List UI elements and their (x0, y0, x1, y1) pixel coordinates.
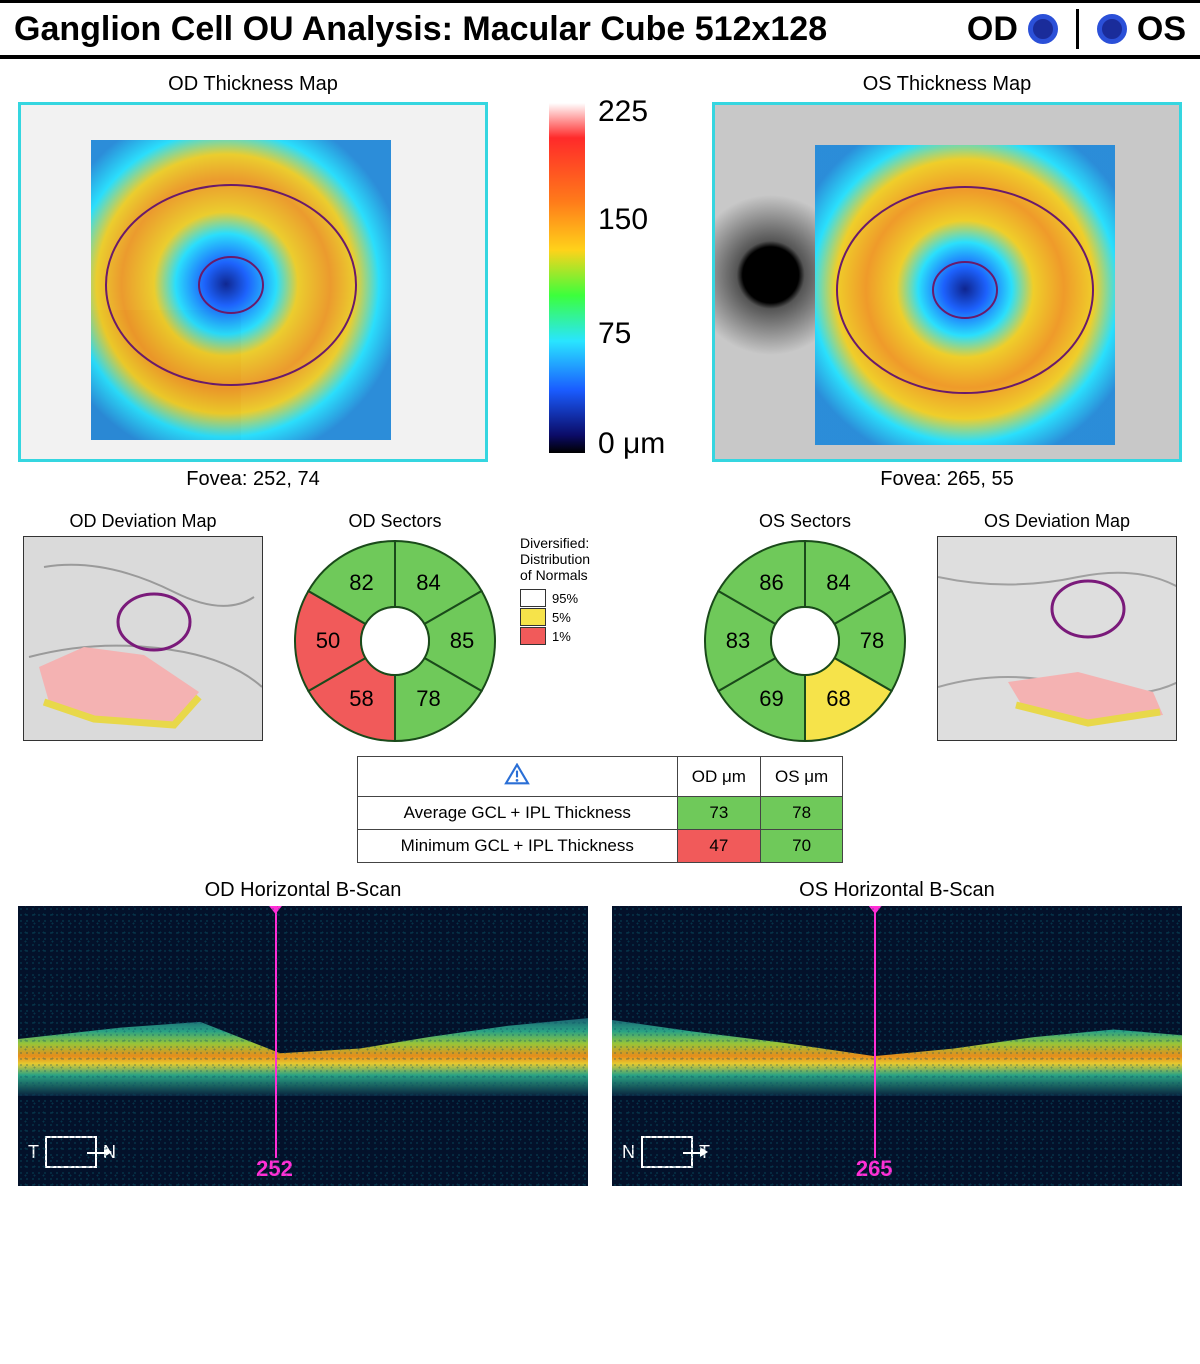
od-bscan-title: OD Horizontal B-Scan (18, 879, 588, 902)
eye-separator (1076, 9, 1079, 49)
legend-title: Diversified: Distribution of Normals (520, 535, 680, 583)
os-bscan-position: 265 (856, 1156, 893, 1182)
stats-row-label: Average GCL + IPL Thickness (357, 797, 677, 830)
os-label: OS (1137, 10, 1186, 49)
stats-os-value: 70 (760, 830, 842, 863)
table-row: Minimum GCL + IPL Thickness 47 70 (357, 830, 842, 863)
sector-value: 78 (860, 628, 884, 654)
stats-row-label: Minimum GCL + IPL Thickness (357, 830, 677, 863)
od-bscan-block: OD Horizontal B-Scan 252 T N (18, 879, 588, 1186)
os-bscan-scanline (874, 906, 876, 1158)
sector-value: 84 (416, 570, 440, 596)
cb-tick-0: 225 (598, 97, 648, 127)
page-title: Ganglion Cell OU Analysis: Macular Cube … (14, 10, 827, 49)
od-thickness-map (18, 102, 488, 462)
legend-row: 5% (520, 608, 680, 626)
od-deviation-title: OD Deviation Map (18, 511, 268, 532)
os-fovea-label: Fovea: 265, 55 (712, 468, 1182, 491)
od-sectors-title: OD Sectors (270, 511, 520, 532)
os-deviation-map (937, 536, 1177, 741)
cb-tick-2: 75 (598, 319, 631, 349)
stats-col-od: OD μm (677, 757, 760, 797)
center-column: OD Sectors 84 85 78 58 50 82 Diversified: Dis… (268, 511, 932, 863)
report-header: Ganglion Cell OU Analysis: Macular Cube … (0, 0, 1200, 59)
stats-od-value: 73 (677, 797, 760, 830)
sector-value: 50 (316, 628, 340, 654)
od-sectors-block: OD Sectors 84 85 78 58 50 82 (270, 511, 520, 746)
legend-swatch (520, 589, 546, 607)
od-fovea-label: Fovea: 252, 74 (18, 468, 488, 491)
legend-label: 5% (552, 610, 571, 625)
sector-value: 78 (416, 686, 440, 712)
od-label: OD (967, 10, 1018, 49)
warning-icon (504, 763, 530, 785)
bscan-row: OD Horizontal B-Scan 252 T N OS Horizont… (0, 863, 1200, 1198)
legend-swatch (520, 627, 546, 645)
os-sector-wheel: 84 78 68 69 83 86 (700, 536, 910, 746)
os-bscan-image: 265 N T (612, 906, 1182, 1186)
warning-icon-cell (357, 757, 677, 797)
od-bscan-scanline (275, 906, 277, 1158)
sector-value: 85 (450, 628, 474, 654)
os-eye-icon (1097, 14, 1127, 44)
od-bscan-orientation: T N (28, 1136, 116, 1168)
stats-od-value: 47 (677, 830, 760, 863)
sector-value: 68 (826, 686, 850, 712)
sector-value: 84 (826, 570, 850, 596)
os-thickness-map (712, 102, 1182, 462)
od-sector-wheel: 84 85 78 58 50 82 (290, 536, 500, 746)
thickness-row: OD Thickness Map (0, 59, 1200, 491)
os-deviation-title: OS Deviation Map (932, 511, 1182, 532)
eye-indicators: OD OS (967, 9, 1186, 49)
od-thickness-block: OD Thickness Map (18, 73, 488, 491)
colorbar-gradient (549, 103, 585, 453)
sector-value: 82 (349, 570, 373, 596)
os-sectors-block: OS Sectors 84 78 68 69 83 86 (680, 511, 930, 746)
legend-row: 95% (520, 589, 680, 607)
cb-tick-3: 0 μm (598, 429, 665, 459)
od-bscan-position: 252 (256, 1156, 293, 1182)
os-deviation-block: OS Deviation Map (932, 511, 1182, 863)
od-thickness-title: OD Thickness Map (18, 73, 488, 96)
cb-tick-1: 150 (598, 205, 648, 235)
sector-value: 83 (726, 628, 750, 654)
od-deviation-block: OD Deviation Map (18, 511, 268, 863)
od-bscan-image: 252 T N (18, 906, 588, 1186)
od-eye-icon (1028, 14, 1058, 44)
od-deviation-map (23, 536, 263, 741)
os-thickness-block: OS Thickness Map (712, 73, 1182, 491)
os-bscan-block: OS Horizontal B-Scan 265 N T (612, 879, 1182, 1186)
legend-swatch (520, 608, 546, 626)
stats-table: OD μm OS μm Average GCL + IPL Thickness … (357, 756, 843, 863)
mid-row: OD Deviation Map OD Sectors 84 85 78 58 50 82… (0, 491, 1200, 863)
sector-value: 69 (759, 686, 783, 712)
table-row: Average GCL + IPL Thickness 73 78 (357, 797, 842, 830)
os-sectors-title: OS Sectors (680, 511, 930, 532)
legend-label: 95% (552, 591, 578, 606)
os-bscan-title: OS Horizontal B-Scan (612, 879, 1182, 902)
stats-os-value: 78 (760, 797, 842, 830)
os-thickness-title: OS Thickness Map (712, 73, 1182, 96)
stats-col-os: OS μm (760, 757, 842, 797)
sector-value: 58 (349, 686, 373, 712)
sector-value: 86 (759, 570, 783, 596)
distribution-legend: Diversified: Distribution of Normals 95%… (520, 511, 680, 646)
thickness-colorbar: 225 150 75 0 μm (488, 73, 647, 491)
os-bscan-orientation: N T (622, 1136, 710, 1168)
legend-label: 1% (552, 629, 571, 644)
legend-row: 1% (520, 627, 680, 645)
